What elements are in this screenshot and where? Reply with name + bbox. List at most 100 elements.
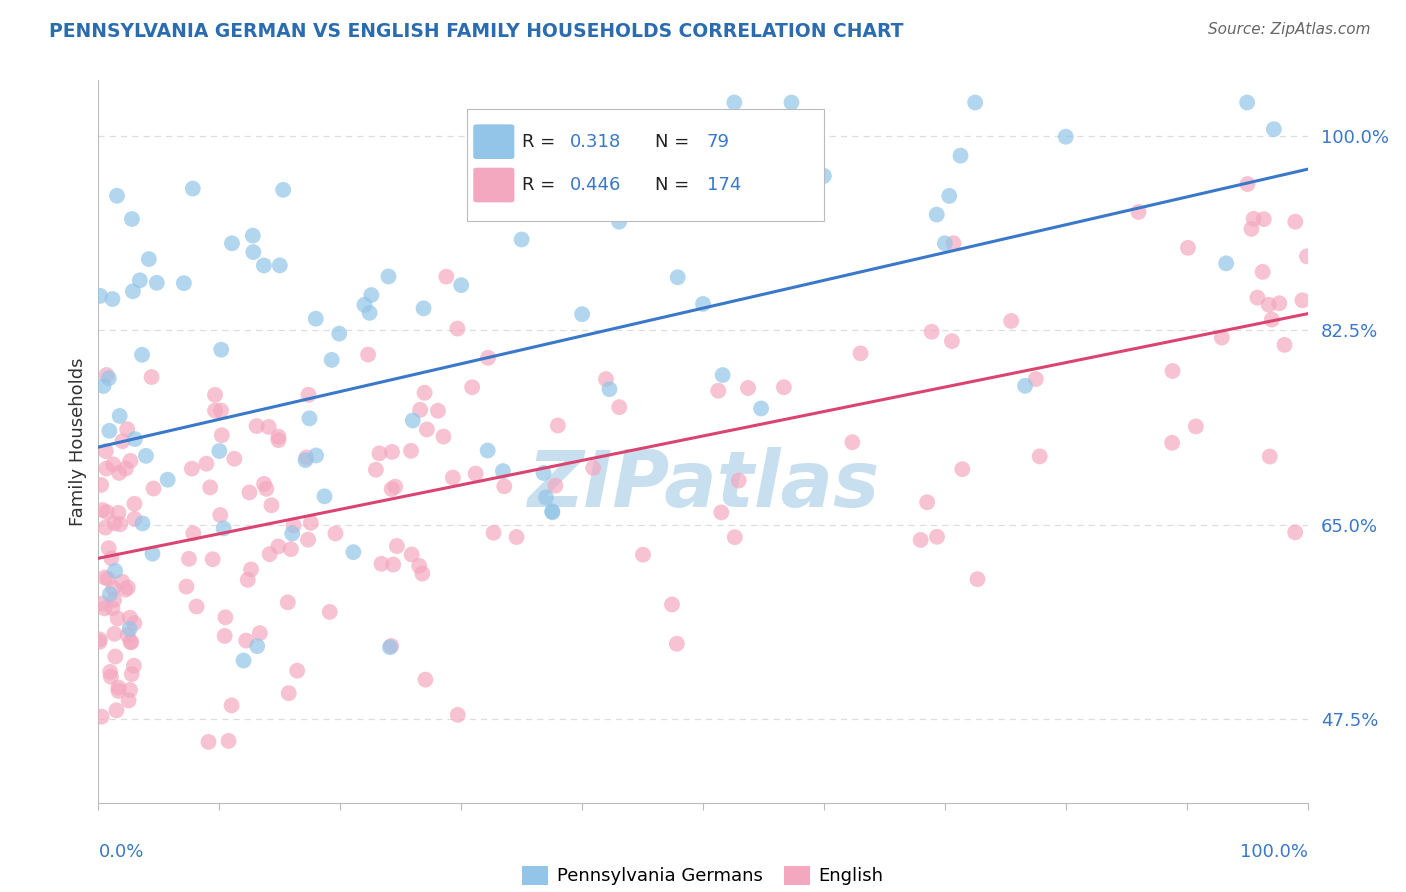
Point xyxy=(544,478,567,492)
Point xyxy=(118,622,141,636)
Point xyxy=(401,548,423,562)
Point xyxy=(97,541,120,556)
Point xyxy=(97,572,120,586)
Point xyxy=(120,611,142,625)
Point xyxy=(1291,293,1313,308)
FancyBboxPatch shape xyxy=(474,168,515,202)
Point xyxy=(510,232,533,246)
Point xyxy=(211,428,233,442)
Point xyxy=(319,605,342,619)
Legend: Pennsylvania Germans, English: Pennsylvania Germans, English xyxy=(515,859,891,892)
Text: R =: R = xyxy=(522,133,561,151)
Point xyxy=(114,461,136,475)
Point xyxy=(385,539,408,553)
Point xyxy=(494,479,516,493)
Point xyxy=(965,95,987,110)
Point xyxy=(96,505,118,519)
Point xyxy=(1000,314,1022,328)
Text: R =: R = xyxy=(522,176,561,194)
Point xyxy=(1028,450,1050,464)
Point xyxy=(921,325,943,339)
Point xyxy=(221,236,243,251)
Point xyxy=(259,547,281,561)
Point xyxy=(117,628,139,642)
Point xyxy=(98,665,121,679)
Point xyxy=(111,434,134,449)
Point xyxy=(505,530,527,544)
Point xyxy=(370,557,392,571)
Point xyxy=(93,379,115,393)
Point xyxy=(146,276,169,290)
Point xyxy=(208,444,231,458)
Point xyxy=(305,449,328,463)
Point xyxy=(107,681,129,695)
Point xyxy=(1258,450,1281,464)
Point xyxy=(477,443,499,458)
Point xyxy=(486,134,509,148)
Point xyxy=(607,400,630,414)
Point xyxy=(111,574,134,589)
Point xyxy=(138,252,160,266)
Point xyxy=(269,259,291,273)
Point xyxy=(103,458,125,472)
Point xyxy=(94,520,117,534)
Point xyxy=(253,476,276,491)
Point xyxy=(595,372,617,386)
Point xyxy=(381,445,404,459)
Point xyxy=(942,236,965,251)
Point xyxy=(240,562,263,576)
Text: N =: N = xyxy=(655,133,695,151)
FancyBboxPatch shape xyxy=(467,109,824,221)
Point xyxy=(117,693,139,707)
Point xyxy=(141,547,163,561)
Point xyxy=(353,298,375,312)
Point xyxy=(242,245,264,260)
Point xyxy=(96,368,118,382)
Point xyxy=(692,297,714,311)
Point xyxy=(949,148,972,162)
Point xyxy=(377,269,399,284)
Point xyxy=(841,435,863,450)
Point xyxy=(267,540,290,554)
Point xyxy=(238,485,260,500)
Point xyxy=(283,518,305,533)
Point xyxy=(1261,312,1284,326)
Point xyxy=(665,637,688,651)
Point xyxy=(124,432,146,446)
Point xyxy=(117,581,139,595)
Point xyxy=(925,530,948,544)
Point xyxy=(1240,222,1263,236)
Point xyxy=(384,480,406,494)
Point xyxy=(541,505,564,519)
Point xyxy=(1268,296,1291,310)
Point xyxy=(128,273,150,287)
Point xyxy=(813,169,835,183)
Point xyxy=(186,599,208,614)
Point xyxy=(492,464,515,478)
Point xyxy=(271,183,294,197)
Point xyxy=(426,404,449,418)
Point xyxy=(246,639,269,653)
Point xyxy=(666,270,689,285)
Point xyxy=(107,506,129,520)
Point xyxy=(416,422,439,436)
Point xyxy=(607,215,630,229)
Point xyxy=(464,467,486,481)
Point xyxy=(378,640,401,655)
Point xyxy=(381,482,404,496)
Point xyxy=(204,403,226,417)
Point xyxy=(447,707,470,722)
Point xyxy=(115,422,138,436)
Point xyxy=(1236,95,1258,110)
Point xyxy=(131,516,153,531)
Text: 79: 79 xyxy=(707,133,730,151)
Point xyxy=(94,444,117,458)
Point xyxy=(1161,364,1184,378)
Point xyxy=(749,401,772,416)
Text: 174: 174 xyxy=(707,176,741,194)
Point xyxy=(934,236,956,251)
Point xyxy=(97,371,120,385)
Point xyxy=(122,658,145,673)
Point xyxy=(122,285,145,299)
Point xyxy=(571,307,593,321)
